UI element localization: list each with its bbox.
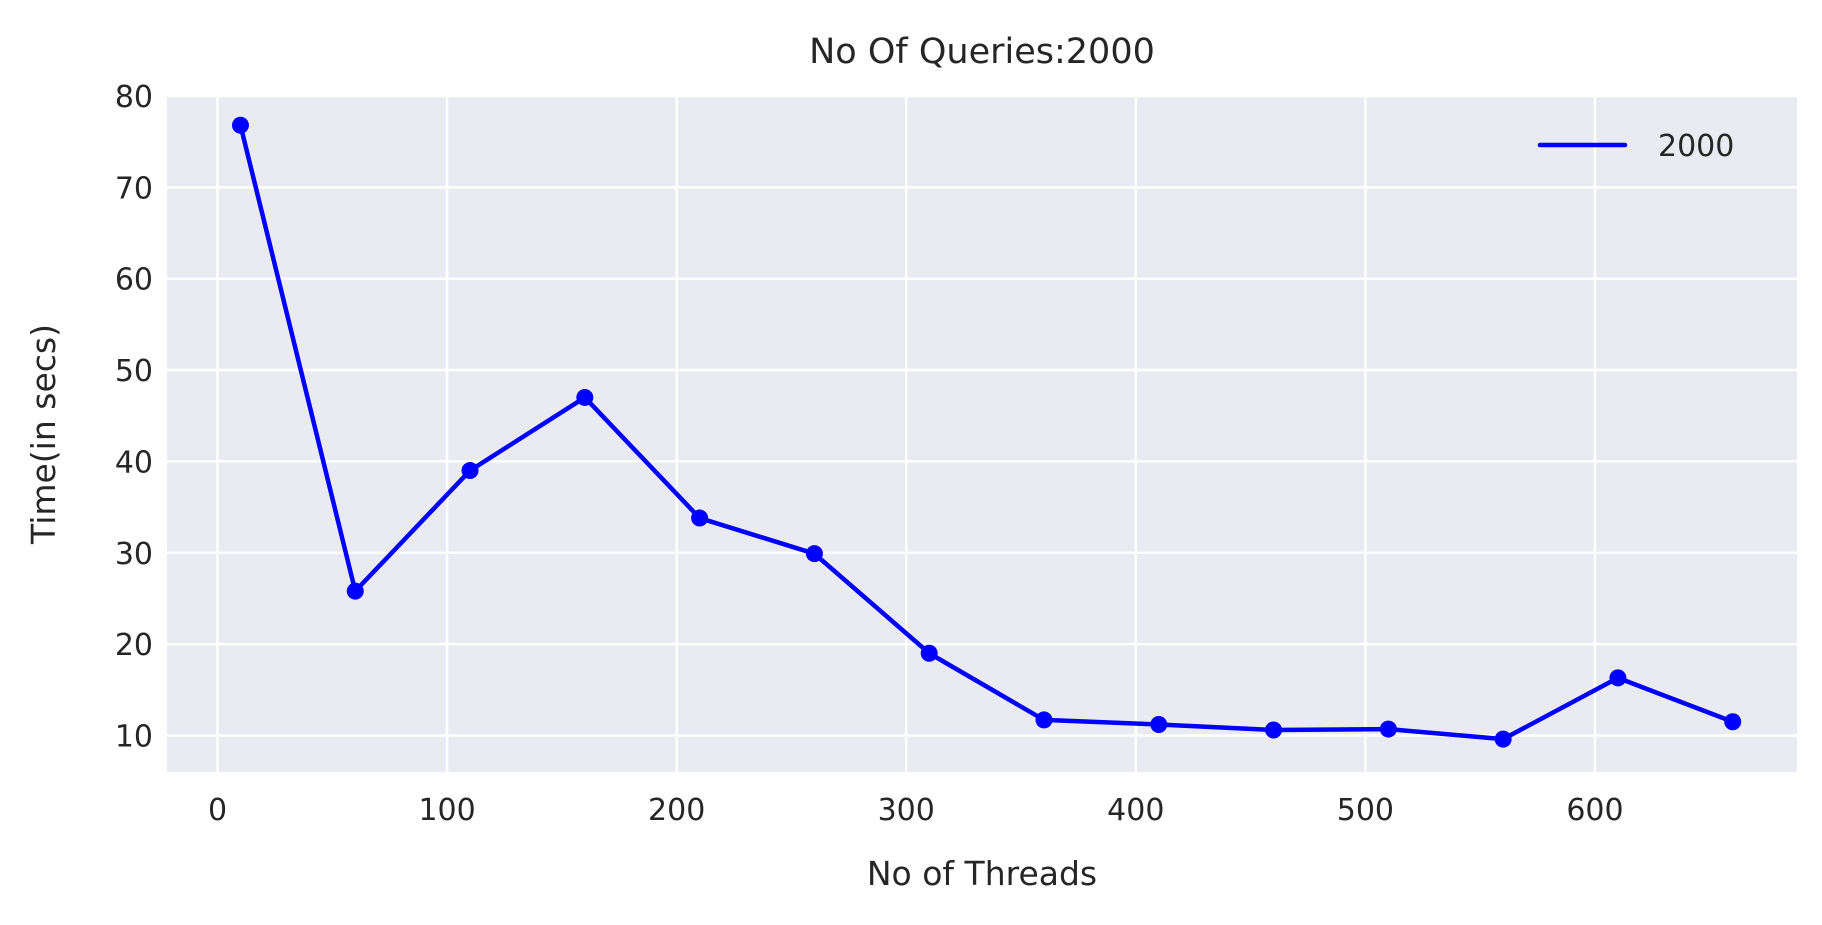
grid-lines [167,94,1797,772]
data-point [1035,711,1053,729]
y-tick-label: 80 [115,80,153,115]
chart-title: No Of Queries:2000 [809,32,1155,72]
data-point [346,582,364,600]
x-axis-label: No of Threads [867,854,1097,893]
data-point [691,509,709,527]
data-point [1494,730,1512,748]
data-point [231,116,249,134]
x-tick-label: 0 [208,793,227,828]
data-point [576,388,594,406]
y-tick-label: 60 [115,263,153,298]
y-tick-label: 40 [115,445,153,480]
y-tick-label: 10 [115,719,153,754]
data-point [920,644,938,662]
x-tick-label: 300 [878,793,935,828]
data-point [1379,720,1397,738]
x-axis-ticks: 0 100 200 300 400 500 600 [208,793,1624,828]
x-tick-label: 100 [418,793,475,828]
legend: 2000 [1537,129,1734,164]
data-point [1150,715,1168,733]
data-point [1609,669,1627,687]
x-tick-label: 600 [1566,793,1623,828]
data-point [1265,721,1283,739]
y-tick-label: 50 [115,354,153,389]
x-tick-label: 400 [1107,793,1164,828]
data-point [1724,713,1742,731]
y-axis-ticks: 10 20 30 40 50 60 70 80 [115,80,153,754]
y-tick-label: 30 [115,537,153,572]
data-point [461,462,479,480]
legend-label-2000: 2000 [1658,129,1734,164]
y-tick-label: 20 [115,628,153,663]
plot-area [167,96,1797,772]
series-layer [231,116,1742,748]
y-tick-label: 70 [115,171,153,206]
x-tick-label: 200 [648,793,705,828]
series-line-2000 [238,122,1735,742]
x-tick-label: 500 [1337,793,1394,828]
y-axis-label: Time(in secs) [24,324,63,545]
data-point [805,545,823,563]
